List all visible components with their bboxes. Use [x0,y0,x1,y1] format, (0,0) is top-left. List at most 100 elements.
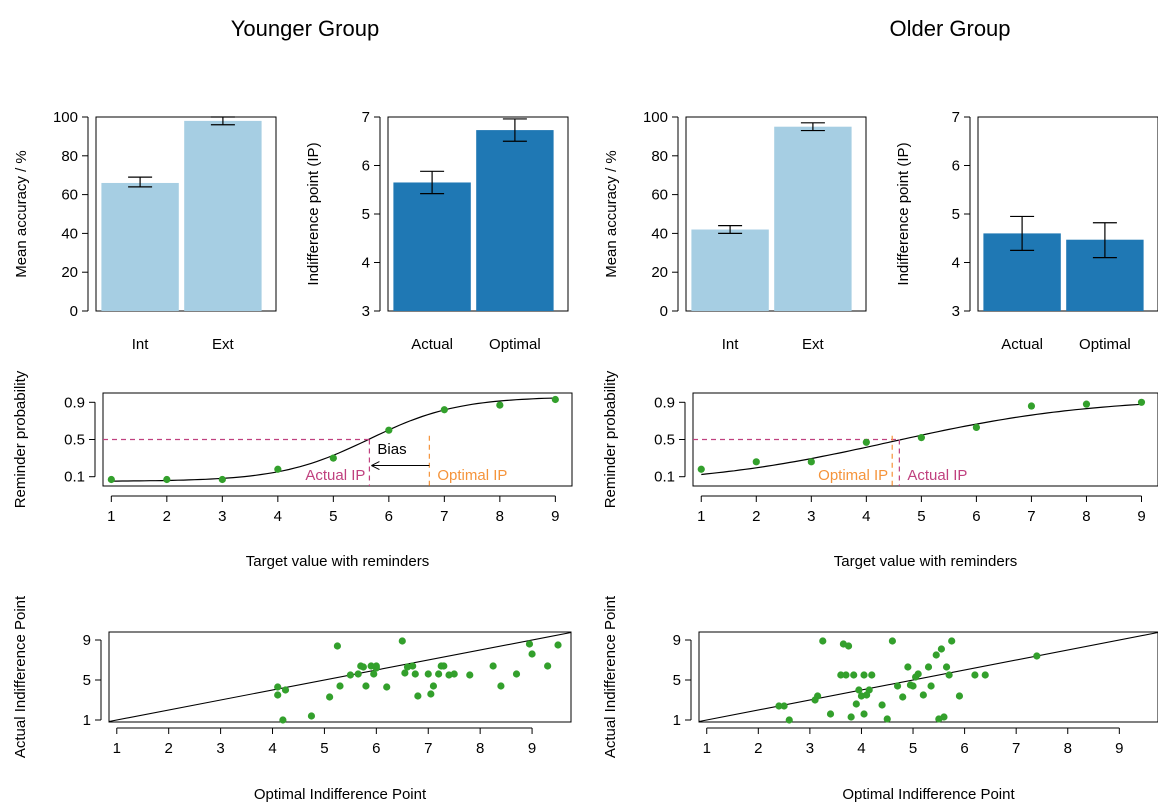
x-tick-label: 8 [476,740,484,757]
y-tick-label: 5 [83,672,91,689]
y-tick-label: 0 [660,303,668,320]
data-point [489,662,497,670]
data-point [860,710,868,718]
data-point [466,671,474,679]
data-point [909,682,917,690]
actual-ip-label: Actual IP [907,467,967,484]
y-tick-label: 40 [651,225,668,242]
data-point [218,475,226,484]
data-point [981,671,989,679]
data-point [775,702,783,710]
y-tick-label: 6 [952,158,960,175]
identity-line [108,631,572,723]
y-axis-3: 3 4 5 6 7 Indifference point (IP) [895,109,971,320]
group-title-younger: Younger Group [231,16,379,41]
y-tick-label: 5 [362,206,370,223]
data-point [427,690,435,698]
x-tick-label: 2 [754,740,762,757]
data-point [697,465,705,473]
x-tick-label: 6 [372,740,380,757]
y-axis-1: 3 4 5 6 7 Indifference point (IP) [305,109,381,320]
psychometric-chart-0: Actual IP Optimal IP Bias Target value with… [102,392,573,570]
x-tick-label: 3 [806,740,814,757]
y-tick-label: 80 [651,148,668,165]
x-tick-label: 8 [496,508,504,525]
data-point [362,682,370,690]
x-axis-5: 1 2 3 4 5 6 7 8 9 [697,495,1146,525]
data-point [525,640,534,648]
x-tick-label: 1 [697,508,705,525]
category-label: Actual [411,336,453,353]
x-tick-label: 6 [960,740,968,757]
y-axis-label: Mean accuracy / % [603,150,620,278]
y-tick-label: 20 [651,264,668,281]
category-label: Int [722,336,740,353]
bar-chart-0: Int Ext [95,116,277,353]
data-point [878,701,886,709]
identity-line [698,631,1158,723]
data-point [359,663,367,671]
data-point [948,637,956,645]
data-point [927,682,935,690]
y-axis-label: Reminder probability [602,370,619,508]
y-tick-label: 1 [673,712,681,729]
data-point [401,669,409,677]
optimal-ip-label: Optimal IP [818,467,888,484]
data-point [893,682,902,690]
data-point [281,686,290,694]
group-title-older: Older Group [889,16,1010,41]
data-point [1137,398,1146,406]
data-point [497,682,505,690]
data-point [274,683,282,691]
x-tick-label: 9 [551,508,559,525]
data-point [414,692,422,700]
bar-int [691,229,769,311]
x-axis-label: Optimal Indifference Point [842,786,1015,803]
y-axis-label: Indifference point (IP) [895,142,912,285]
data-point [826,710,835,718]
y-tick-label: 0.1 [64,469,85,486]
x-tick-label: 7 [440,508,448,525]
y-tick-label: 40 [61,225,78,242]
bias-label: Bias [377,441,406,458]
data-point [814,692,822,700]
data-point [440,662,448,670]
y-tick-label: 4 [362,255,370,272]
y-axis-2: 0 20 40 60 80 100 Mean accuracy / % [603,109,679,320]
data-point [163,475,171,484]
x-tick-label: 3 [218,508,226,525]
data-point [346,671,354,679]
bar-actual [393,182,471,311]
bar-chart-1: Actual Optimal [387,116,569,353]
category-label: Ext [212,336,235,353]
x-tick-label: 3 [807,508,815,525]
data-point [955,692,964,700]
plot-frame [698,631,1158,723]
x-tick-label: 2 [165,740,173,757]
x-tick-label: 9 [1115,740,1123,757]
y-tick-label: 60 [61,187,78,204]
x-tick-label: 9 [1137,508,1145,525]
data-point [424,670,432,678]
y-tick-label: 0.5 [654,432,675,449]
x-axis-label: Optimal Indifference Point [254,786,427,803]
data-point [1027,402,1036,410]
data-point [496,401,504,409]
category-label: Optimal [1079,336,1131,353]
category-label: Actual [1001,336,1043,353]
bar-ext [774,126,852,311]
data-point [780,702,788,710]
x-tick-label: 8 [1082,508,1090,525]
data-point [914,670,922,678]
y-tick-label: 7 [952,109,960,126]
bar-ext [184,120,262,311]
data-point [807,458,815,466]
x-tick-label: 4 [862,508,870,525]
y-tick-label: 3 [952,303,960,320]
data-point [551,395,559,404]
data-point [411,670,419,678]
y-axis-label: Actual Indifference Point [12,595,29,758]
data-point [937,645,945,653]
y-axis-label: Reminder probability [12,370,29,508]
x-tick-label: 4 [268,740,276,757]
